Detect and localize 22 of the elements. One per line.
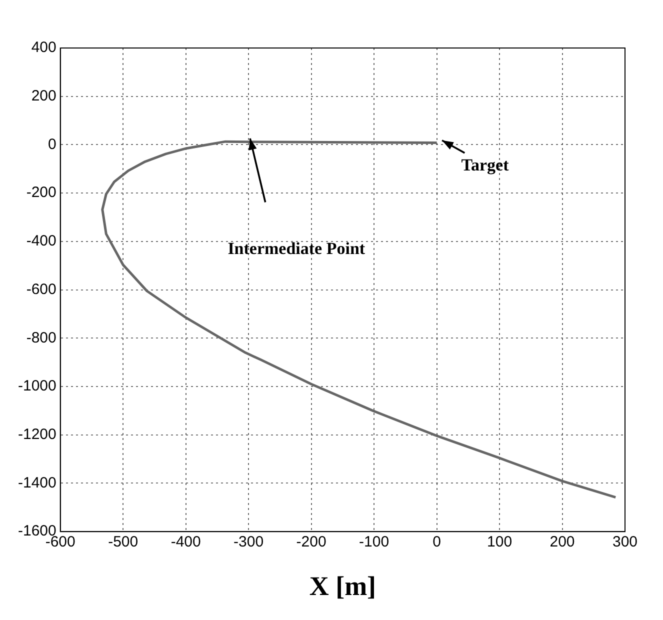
y-tick-label: -1200 (18, 426, 56, 444)
annotation: Intermediate Point (228, 239, 366, 258)
x-tick-label: -400 (170, 534, 201, 551)
y-tick-label: -1400 (18, 474, 56, 492)
y-tick-label: -200 (26, 184, 56, 202)
annotation: Target (461, 155, 510, 174)
x-tick-label: 300 (612, 534, 638, 551)
y-tick-label: 0 (48, 136, 56, 153)
y-tick-label: -1000 (18, 378, 56, 395)
y-tick-label: -400 (26, 232, 56, 250)
y-tick-label: 400 (31, 39, 56, 56)
y-tick-label: -800 (26, 329, 56, 346)
x-tick-label: 100 (487, 534, 512, 551)
x-tick-label: -300 (234, 534, 264, 551)
x-tick-label: 0 (432, 534, 441, 551)
x-tick-label: 200 (550, 534, 575, 551)
x-axis-title: X [m] (309, 570, 376, 601)
x-tick-label: -500 (108, 534, 138, 551)
y-tick-label: -600 (26, 280, 56, 298)
x-tick-label: -200 (296, 534, 326, 551)
y-tick-label: 200 (31, 88, 56, 104)
x-tick-label: -100 (359, 534, 390, 551)
